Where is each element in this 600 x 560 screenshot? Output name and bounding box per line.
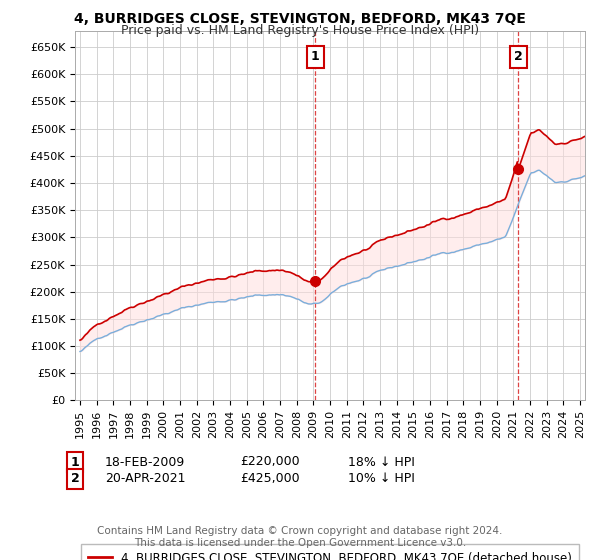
Text: 1: 1 — [311, 50, 320, 63]
Text: 10% ↓ HPI: 10% ↓ HPI — [348, 472, 415, 486]
Legend: 4, BURRIDGES CLOSE, STEVINGTON, BEDFORD, MK43 7QE (detached house), HPI: Average: 4, BURRIDGES CLOSE, STEVINGTON, BEDFORD,… — [81, 544, 579, 560]
Text: 2: 2 — [514, 50, 523, 63]
Text: 20-APR-2021: 20-APR-2021 — [105, 472, 185, 486]
Text: 18% ↓ HPI: 18% ↓ HPI — [348, 455, 415, 469]
Text: 2: 2 — [71, 472, 79, 486]
Text: 1: 1 — [71, 455, 79, 469]
Text: 18-FEB-2009: 18-FEB-2009 — [105, 455, 185, 469]
Text: Contains HM Land Registry data © Crown copyright and database right 2024.
This d: Contains HM Land Registry data © Crown c… — [97, 526, 503, 548]
Text: £220,000: £220,000 — [240, 455, 299, 469]
Text: £425,000: £425,000 — [240, 472, 299, 486]
Text: Price paid vs. HM Land Registry's House Price Index (HPI): Price paid vs. HM Land Registry's House … — [121, 24, 479, 37]
Text: 4, BURRIDGES CLOSE, STEVINGTON, BEDFORD, MK43 7QE: 4, BURRIDGES CLOSE, STEVINGTON, BEDFORD,… — [74, 12, 526, 26]
